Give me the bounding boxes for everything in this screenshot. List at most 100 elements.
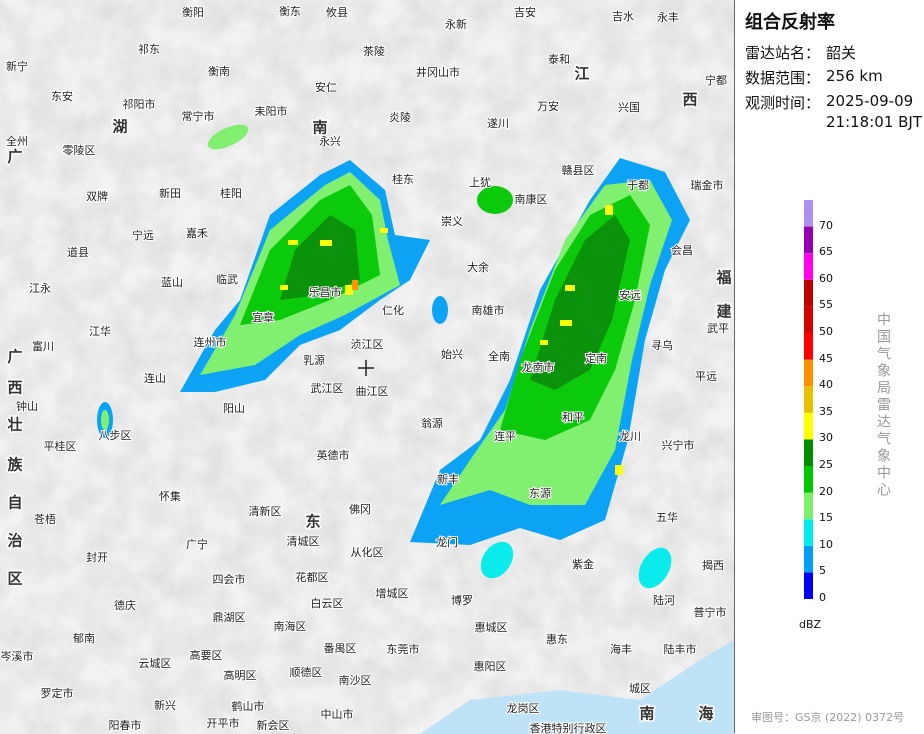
place-label: 陆河 <box>653 593 675 607</box>
place-label: 会昌 <box>671 244 693 257</box>
place-label: 耒阳市 <box>255 104 288 118</box>
place-label: 鹤山市 <box>232 699 265 713</box>
color-swatch <box>804 253 813 280</box>
place-label: 惠阳区 <box>474 659 507 673</box>
watermark: 中国气象局雷达气象中心 <box>875 312 891 499</box>
place-label: 钟山 <box>16 399 38 413</box>
place-label: 清城区 <box>287 535 320 548</box>
approval-number: 审图号：GS京 (2022) 0372号 <box>751 711 905 724</box>
place-label: 英德市 <box>317 448 350 462</box>
place-label: 定南 <box>585 351 607 365</box>
place-label: 平桂区 <box>44 439 77 453</box>
place-label: 东源 <box>529 486 551 500</box>
place-label: 于都 <box>627 179 649 192</box>
legend-level: 30 <box>819 431 833 445</box>
place-label: 祁阳市 <box>123 97 156 111</box>
place-label: 万安 <box>537 99 559 113</box>
color-swatch <box>804 439 813 466</box>
place-label: 浈江区 <box>351 338 384 351</box>
region-label: 海 <box>698 705 713 723</box>
region-label: 治 <box>7 532 22 550</box>
legend-level: 65 <box>819 245 833 259</box>
place-label: 花都区 <box>296 571 329 584</box>
place-label: 五华 <box>656 510 678 524</box>
place-label: 永新 <box>445 17 467 31</box>
legend-level: 45 <box>819 351 833 365</box>
region-label: 东 <box>305 513 320 531</box>
place-label: 桂阳 <box>220 186 242 200</box>
legend-level: 25 <box>819 458 833 471</box>
color-swatch <box>804 226 813 254</box>
place-label: 平远 <box>695 370 717 383</box>
place-label: 富川 <box>32 339 54 353</box>
legend-level: 60 <box>819 271 833 285</box>
region-label: 广 <box>7 148 22 166</box>
place-label: 寻乌 <box>651 338 673 352</box>
legend-level: 10 <box>819 537 833 551</box>
place-label: 城区 <box>629 682 651 695</box>
place-label: 永丰 <box>657 10 679 24</box>
place-label: 广宁 <box>186 537 208 551</box>
region-label: 西 <box>7 379 22 397</box>
legend-level: 70 <box>819 218 833 232</box>
place-label: 中山市 <box>321 707 354 721</box>
place-label: 连平 <box>494 430 516 443</box>
region-label: 西 <box>682 91 697 109</box>
place-label: 衡阳 <box>182 6 204 19</box>
legend-level: 50 <box>819 325 833 338</box>
place-label: 连州市 <box>194 335 227 349</box>
place-label: 茶陵 <box>363 45 385 58</box>
color-swatch <box>804 519 813 546</box>
legend-level: 55 <box>819 298 833 312</box>
panel-title: 组合反射率 <box>745 12 835 33</box>
legend-level: 40 <box>819 378 833 392</box>
color-swatch <box>804 412 813 440</box>
place-label: 陆丰市 <box>664 642 697 656</box>
color-swatch <box>804 492 813 520</box>
radar-echo <box>97 124 690 589</box>
legend-level: 15 <box>819 511 833 525</box>
place-label: 龙川 <box>619 430 641 443</box>
place-label: 岑溪市 <box>1 649 34 663</box>
legend-level: 35 <box>819 404 833 418</box>
place-label: 永兴 <box>319 134 341 148</box>
place-label: 惠东 <box>546 632 568 646</box>
place-label: 江永 <box>29 281 51 295</box>
place-label: 吉安 <box>514 5 536 19</box>
place-label: 临武 <box>216 272 238 286</box>
place-label: 江华 <box>89 324 111 338</box>
place-label: 德庆 <box>114 598 136 612</box>
color-swatch <box>804 359 813 387</box>
place-label: 东莞市 <box>387 642 420 656</box>
place-label: 从化区 <box>351 545 384 559</box>
place-label: 惠城区 <box>475 620 508 634</box>
place-label: 大余 <box>467 260 489 274</box>
place-label: 八步区 <box>99 429 132 442</box>
place-label: 番禺区 <box>324 642 357 655</box>
place-label: 全州 <box>6 134 28 148</box>
place-label: 新田 <box>159 186 181 200</box>
region-label: 湖 <box>112 118 127 136</box>
place-label: 泰和 <box>548 52 570 66</box>
place-label: 炎陵 <box>389 111 411 124</box>
region-label: 族 <box>7 456 23 474</box>
place-label: 赣县区 <box>562 163 595 177</box>
place-label: 曲江区 <box>356 385 389 398</box>
place-label: 四会市 <box>213 572 246 586</box>
place-label: 瑞金市 <box>691 178 724 192</box>
date: 2025-09-09 <box>826 92 914 110</box>
place-label: 武江区 <box>311 382 344 395</box>
place-label: 井冈山市 <box>416 65 460 79</box>
region-label: 南 <box>312 119 327 137</box>
place-label: 宁都 <box>705 73 727 87</box>
place-label: 怀集 <box>159 489 181 503</box>
color-swatch <box>804 306 813 333</box>
place-label: 博罗 <box>451 594 473 607</box>
place-label: 阳山 <box>223 402 245 415</box>
place-label: 白云区 <box>311 596 344 610</box>
color-swatch <box>804 333 813 360</box>
place-label: 兴国 <box>618 101 640 114</box>
color-bar <box>804 200 813 599</box>
